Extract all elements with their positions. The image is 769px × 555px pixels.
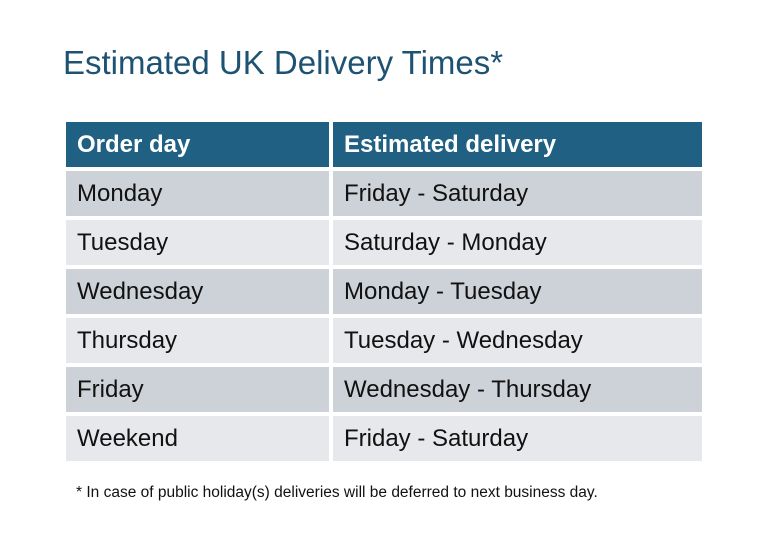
delivery-cell: Tuesday - Wednesday	[333, 318, 702, 363]
table-row: Thursday Tuesday - Wednesday	[66, 318, 702, 363]
table-header-row: Order day Estimated delivery	[66, 122, 702, 167]
order-day-cell: Thursday	[66, 318, 329, 363]
table-row: Tuesday Saturday - Monday	[66, 220, 702, 265]
delivery-cell: Wednesday - Thursday	[333, 367, 702, 412]
order-day-cell: Friday	[66, 367, 329, 412]
table-row: Weekend Friday - Saturday	[66, 416, 702, 461]
header-order-day: Order day	[66, 122, 329, 167]
order-day-cell: Monday	[66, 171, 329, 216]
table-row: Monday Friday - Saturday	[66, 171, 702, 216]
page-title: Estimated UK Delivery Times*	[63, 44, 504, 81]
delivery-cell: Monday - Tuesday	[333, 269, 702, 314]
header-estimated-delivery: Estimated delivery	[333, 122, 702, 167]
order-day-cell: Tuesday	[66, 220, 329, 265]
order-day-cell: Wednesday	[66, 269, 329, 314]
delivery-cell: Friday - Saturday	[333, 416, 702, 461]
table-row: Wednesday Monday - Tuesday	[66, 269, 702, 314]
delivery-cell: Friday - Saturday	[333, 171, 702, 216]
footnote: * In case of public holiday(s) deliverie…	[76, 484, 598, 501]
order-day-cell: Weekend	[66, 416, 329, 461]
table-row: Friday Wednesday - Thursday	[66, 367, 702, 412]
delivery-cell: Saturday - Monday	[333, 220, 702, 265]
delivery-times-table: Order day Estimated delivery Monday Frid…	[62, 118, 706, 465]
